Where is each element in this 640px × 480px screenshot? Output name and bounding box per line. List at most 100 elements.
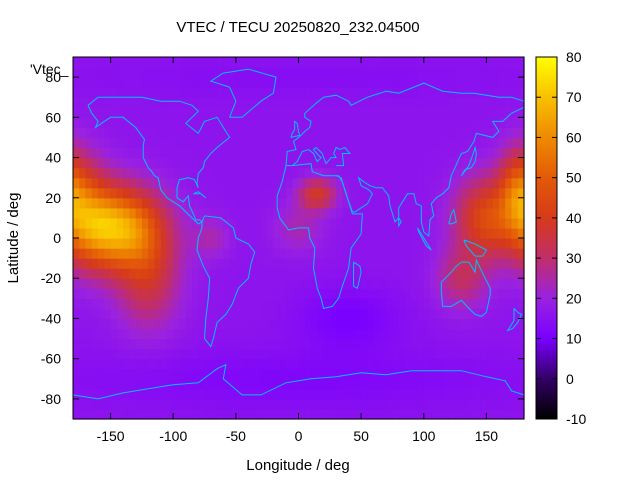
heat-cell [98,117,105,128]
heat-cell [204,157,212,169]
heat-cell [148,147,156,159]
heat-cell [116,117,124,128]
heat-cell [148,288,156,299]
heat-cell [486,378,494,390]
heat-cell [192,117,199,128]
heat-cell [461,378,469,390]
heat-cell [436,398,444,410]
heat-cell [223,378,231,390]
heat-cell [404,398,412,410]
heat-cell [135,338,143,350]
heat-cell [423,157,431,169]
heat-cell [248,348,256,360]
heat-cell [198,328,206,340]
heat-cell [129,107,137,118]
heat-cell [217,207,224,219]
heat-cell [304,388,312,400]
heat-cell [342,308,350,320]
heat-cell [498,97,506,108]
heat-cell [323,87,331,98]
heat-cell [304,278,312,289]
heat-cell [229,328,237,340]
heat-cell [367,227,375,239]
heat-cell [235,87,243,98]
heat-cell [436,127,444,139]
heat-cell [98,137,105,149]
heat-cell [361,338,368,350]
heat-cell [361,187,368,199]
heat-cell [148,308,156,320]
heat-cell [455,408,462,420]
heat-cell [235,157,243,169]
heat-cell [304,268,312,279]
heat-cell [160,338,168,350]
heat-cell [79,197,87,209]
heat-cell [248,318,256,330]
heat-cell [248,57,256,68]
heat-cell [235,358,243,370]
heat-cell [436,157,444,169]
heat-cell [98,248,105,259]
heat-cell [267,97,275,108]
heat-cell [511,217,519,229]
heat-cell [91,408,99,420]
heat-cell [517,197,525,209]
heat-cell [511,87,519,98]
heat-cell [354,67,362,78]
heat-cell [292,408,300,420]
heat-cell [442,328,450,340]
heat-cell [192,308,199,320]
heat-cell [417,137,425,149]
heat-cell [285,97,293,108]
heat-cell [173,227,181,239]
heat-cell [173,217,181,229]
heat-cell [348,87,356,98]
heat-cell [317,338,325,350]
heat-cell [217,348,224,360]
heat-cell [229,348,237,360]
heat-cell [192,238,199,249]
heat-cell [398,278,406,289]
heat-cell [348,348,356,360]
heat-cell [192,398,199,410]
heat-cell [329,217,337,229]
heat-cell [386,107,394,118]
heat-cell [386,207,394,219]
heat-cell [323,268,331,279]
heat-cell [436,248,444,259]
heat-cell [267,328,275,340]
heat-cell [148,117,156,128]
heat-cell [129,328,137,340]
heat-cell [166,288,174,299]
heat-cell [141,57,149,68]
heat-cell [379,107,387,118]
heat-cell [160,207,168,219]
heat-cell [455,97,462,108]
heat-cell [79,358,87,370]
heat-cell [98,258,105,269]
heat-cell [160,157,168,169]
heat-cell [116,167,124,179]
heat-cell [311,408,318,420]
heat-cell [85,408,93,420]
heat-cell [379,177,387,189]
heat-cell [492,258,500,269]
heat-cell [141,167,149,179]
heat-cell [235,147,243,159]
heat-cell [411,388,419,400]
heat-cell [486,398,494,410]
heat-cell [492,378,500,390]
heat-cell [210,157,218,169]
heat-cell [480,318,488,330]
heat-cell [154,197,162,209]
heat-cell [436,117,444,128]
heat-cell [98,298,105,309]
heat-cell [298,278,306,289]
heat-cell [242,97,249,108]
heat-cell [329,127,337,139]
heat-cell [323,278,331,289]
heat-cell [160,107,168,118]
heat-cell [173,268,181,279]
heat-cell [116,137,124,149]
heat-cell [173,87,181,98]
